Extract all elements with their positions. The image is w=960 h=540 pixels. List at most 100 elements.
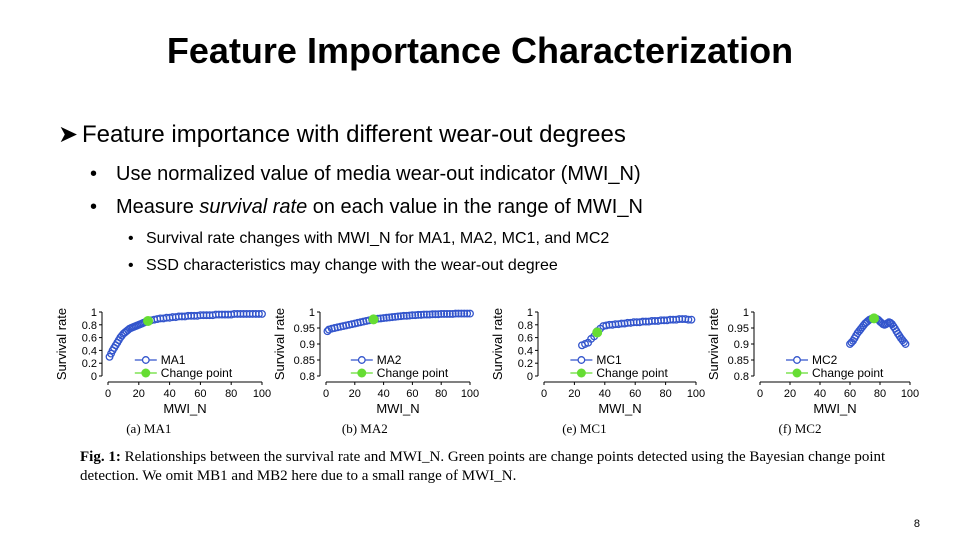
data-point	[463, 309, 472, 318]
y-tick-label: 0.6	[82, 333, 97, 345]
data-point	[405, 311, 414, 320]
legend-change-marker	[357, 368, 367, 378]
x-tick-label: 20	[349, 388, 361, 400]
x-tick-label: 40	[599, 388, 611, 400]
y-tick-label: 0.95	[728, 323, 749, 335]
data-point	[448, 309, 457, 318]
y-tick-label: 0.2	[82, 358, 97, 370]
bullet-level2-text-pre: Measure	[116, 196, 200, 218]
change-point-marker	[869, 313, 879, 324]
legend-series-label: MC2	[812, 353, 838, 367]
data-point	[419, 310, 428, 319]
legend-series-label: MA1	[161, 353, 186, 367]
bullet-level2-text-post: on each value in the range of MWI_N	[307, 196, 643, 218]
legend-series-marker	[357, 356, 366, 364]
y-tick-label: 1	[309, 307, 315, 319]
bullet-level2-emphasis: survival rate	[199, 196, 308, 218]
data-point	[414, 310, 423, 319]
x-axis-label: MWI_N	[598, 401, 641, 416]
y-tick-label: 1	[743, 307, 749, 319]
x-axis-label: MWI_N	[163, 401, 206, 416]
bullet-level3-text: SSD characteristics may change with the …	[146, 257, 558, 274]
y-tick-label: 1	[91, 307, 97, 319]
data-point	[434, 310, 443, 319]
x-tick-label: 100	[253, 388, 271, 400]
dot-bullet-icon: •	[90, 163, 98, 185]
data-point	[443, 309, 451, 318]
x-tick-label: 20	[568, 388, 580, 400]
x-tick-label: 0	[105, 388, 111, 400]
y-tick-label: 0.8	[734, 371, 749, 383]
data-point	[411, 311, 420, 320]
x-axis-label: MWI_N	[376, 401, 419, 416]
data-point	[391, 312, 400, 321]
x-tick-label: 80	[435, 388, 447, 400]
data-point	[451, 309, 460, 318]
y-tick-label: 0.2	[518, 358, 533, 370]
y-axis-label: Survival rate	[272, 308, 287, 380]
data-point	[379, 314, 388, 323]
x-tick-label: 60	[194, 388, 206, 400]
figure-caption: Fig. 1: Relationships between the surviv…	[80, 448, 920, 486]
x-tick-label: 0	[541, 388, 547, 400]
data-point	[399, 311, 408, 320]
legend-series-marker	[141, 356, 150, 364]
data-point	[684, 315, 693, 324]
data-point	[457, 309, 466, 318]
data-point	[382, 313, 391, 322]
x-tick-label: 60	[844, 388, 856, 400]
legend-change-marker	[792, 368, 802, 378]
slide-title: Feature Importance Characterization	[166, 30, 794, 71]
legend-change-label: Change point	[812, 366, 884, 380]
y-tick-label: 0.4	[82, 345, 97, 357]
x-tick-label: 100	[461, 388, 479, 400]
chart-panel-4: 1 0.95 0.9 0.85 0.8 0 20 40 60 80 100 Survival rate…	[706, 307, 919, 436]
x-tick-label: 40	[377, 388, 389, 400]
x-tick-label: 0	[757, 388, 763, 400]
legend-change-label: Change point	[596, 366, 668, 380]
y-tick-label: 0	[527, 371, 533, 383]
y-axis-label: Survival rate	[490, 308, 505, 380]
legend-series-marker	[793, 356, 801, 364]
dot-bullet-icon: •	[90, 196, 98, 218]
data-point	[388, 313, 397, 322]
data-point	[431, 310, 440, 319]
x-tick-label: 80	[659, 388, 671, 400]
x-tick-label: 40	[163, 388, 175, 400]
bullet-level3-changes: • Survival rate changes with MWI_N for MA…	[128, 230, 609, 248]
subcaption: (f) MC2	[779, 421, 822, 436]
x-tick-label: 80	[225, 388, 237, 400]
x-tick-label: 60	[629, 388, 641, 400]
data-point	[394, 312, 402, 321]
dot-bullet-icon: •	[128, 230, 134, 247]
y-tick-label: 0.4	[518, 345, 533, 357]
data-point	[425, 310, 434, 319]
legend-change-label: Change point	[161, 366, 233, 380]
data-point	[408, 311, 417, 320]
legend-series-marker	[577, 356, 586, 364]
x-tick-label: 20	[133, 388, 145, 400]
caption-text: Relationships between the survival rate …	[80, 449, 886, 484]
data-point	[422, 310, 431, 319]
change-point-marker	[143, 315, 154, 326]
legend-change-marker	[576, 368, 586, 378]
legend-change-label: Change point	[377, 366, 449, 380]
chart-panel-2: 1 0.95 0.9 0.85 0.8 0 20 40 60 80 100 Survival rate…	[272, 307, 479, 436]
page-number: 8	[913, 518, 920, 530]
y-tick-label: 0	[91, 371, 97, 383]
bullet-level3-characteristics: • SSD characteristics may change with the…	[128, 257, 558, 275]
data-point	[428, 310, 437, 319]
x-tick-label: 100	[901, 388, 919, 400]
y-axis-label: Survival rate	[54, 308, 69, 380]
x-tick-label: 20	[784, 388, 796, 400]
y-tick-label: 0.95	[294, 323, 315, 335]
subcaption: (a) MA1	[126, 421, 171, 436]
data-point	[687, 315, 696, 324]
data-point	[402, 311, 411, 320]
change-point-marker	[592, 327, 603, 338]
dot-bullet-icon: •	[128, 257, 134, 274]
data-point	[454, 309, 463, 318]
data-point	[417, 310, 425, 319]
y-tick-label: 1	[527, 307, 533, 319]
